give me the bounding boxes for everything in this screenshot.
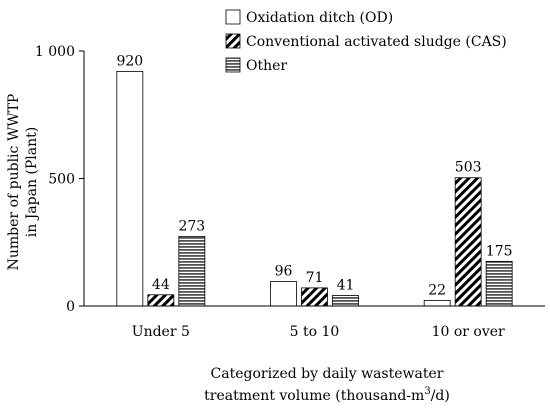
data-label: 96 (275, 264, 293, 280)
bar (178, 235, 206, 307)
bar (423, 299, 451, 307)
bar (147, 294, 175, 307)
legend-swatch (225, 9, 241, 25)
x-axis-title-line-1: Categorized by daily wastewater (211, 366, 444, 382)
data-label: 920 (116, 53, 143, 69)
x-axis-title-part: treatment volume (thousand-m (204, 388, 424, 404)
legend-swatch (225, 57, 241, 73)
axes (83, 51, 545, 307)
x-axis-title-superscript: 3 (424, 386, 430, 397)
y-axis-title-line-1: Number of public WWTP (6, 94, 22, 271)
bars (116, 71, 513, 307)
x-category-label: 10 or over (432, 324, 505, 340)
data-label: 273 (178, 218, 205, 234)
y-tick-label: 500 (48, 172, 75, 188)
x-category-label: 5 to 10 (290, 324, 340, 340)
y-tick-label: 1 000 (35, 44, 75, 60)
bar (485, 260, 513, 307)
data-label: 22 (428, 282, 446, 298)
bar (116, 71, 144, 307)
legend-label: Conventional activated sludge (CAS) (246, 34, 507, 50)
y-axis-ticks: 0 500 1 000 (35, 44, 84, 315)
legend-label: Other (246, 58, 287, 74)
bar (301, 287, 328, 307)
data-label: 175 (486, 243, 513, 259)
data-label: 44 (152, 277, 170, 293)
legend-label: Oxidation ditch (OD) (246, 10, 393, 26)
bar (332, 295, 359, 307)
y-axis-title-line-2: in Japan (Plant) (24, 127, 40, 238)
data-labels: 920 44 273 96 71 41 22 503 175 (116, 53, 512, 298)
x-axis-title-line-2: treatment volume (thousand-m3/d) (204, 386, 450, 404)
legend: Oxidation ditch (OD) Conventional activat… (225, 9, 507, 74)
y-tick-label: 0 (66, 299, 75, 315)
x-category-label: Under 5 (132, 324, 190, 340)
x-axis-title-part-end: /d) (431, 388, 450, 404)
bar (454, 177, 482, 307)
data-label: 71 (306, 270, 324, 286)
data-label: 41 (337, 278, 355, 294)
data-label: 503 (455, 160, 482, 176)
x-axis-category-labels: Under 5 5 to 10 10 or over (132, 324, 505, 340)
legend-swatch (225, 33, 241, 49)
bar (270, 281, 297, 307)
